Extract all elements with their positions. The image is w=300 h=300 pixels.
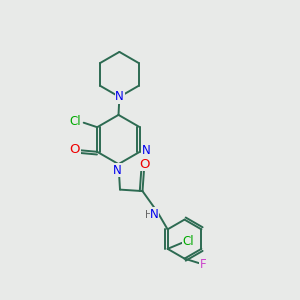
Text: O: O [70,143,80,156]
Text: N: N [142,144,151,158]
Text: O: O [140,158,150,171]
Text: N: N [150,208,159,221]
Text: Cl: Cl [70,115,81,128]
Text: N: N [115,90,124,104]
Text: Cl: Cl [183,236,194,248]
Text: H: H [145,209,153,220]
Text: N: N [112,164,122,177]
Text: F: F [200,257,206,271]
